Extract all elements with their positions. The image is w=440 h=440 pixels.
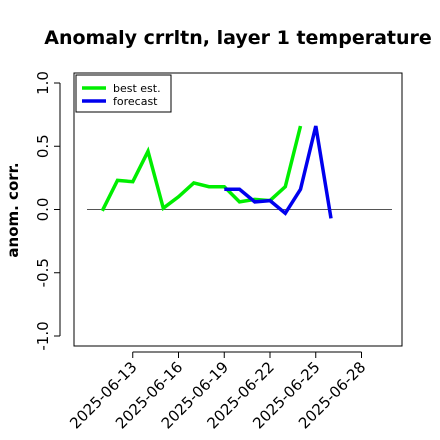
y-tick-label: 1.0 <box>34 71 52 95</box>
series-line-forecast <box>224 125 333 219</box>
legend-label-best-est: best est. <box>113 82 161 95</box>
legend-label-forecast: forecast <box>113 95 158 108</box>
legend-box <box>75 74 172 113</box>
y-tick-label: 0.0 <box>34 198 52 222</box>
y-tick-label: -1.0 <box>34 321 52 350</box>
axes: -1.0-0.50.00.51.02025-06-132025-06-16202… <box>34 71 392 432</box>
legend: best est. forecast <box>75 74 172 113</box>
chart-title: Anomaly crrltn, layer 1 temperature <box>44 27 432 49</box>
series-layer <box>100 125 333 219</box>
plot-frame <box>73 72 403 347</box>
y-axis-label: anom. corr. <box>4 162 22 257</box>
series-line-best-est <box>100 125 303 212</box>
y-tick-label: -0.5 <box>34 258 52 287</box>
y-tick-label: 0.5 <box>34 134 52 158</box>
